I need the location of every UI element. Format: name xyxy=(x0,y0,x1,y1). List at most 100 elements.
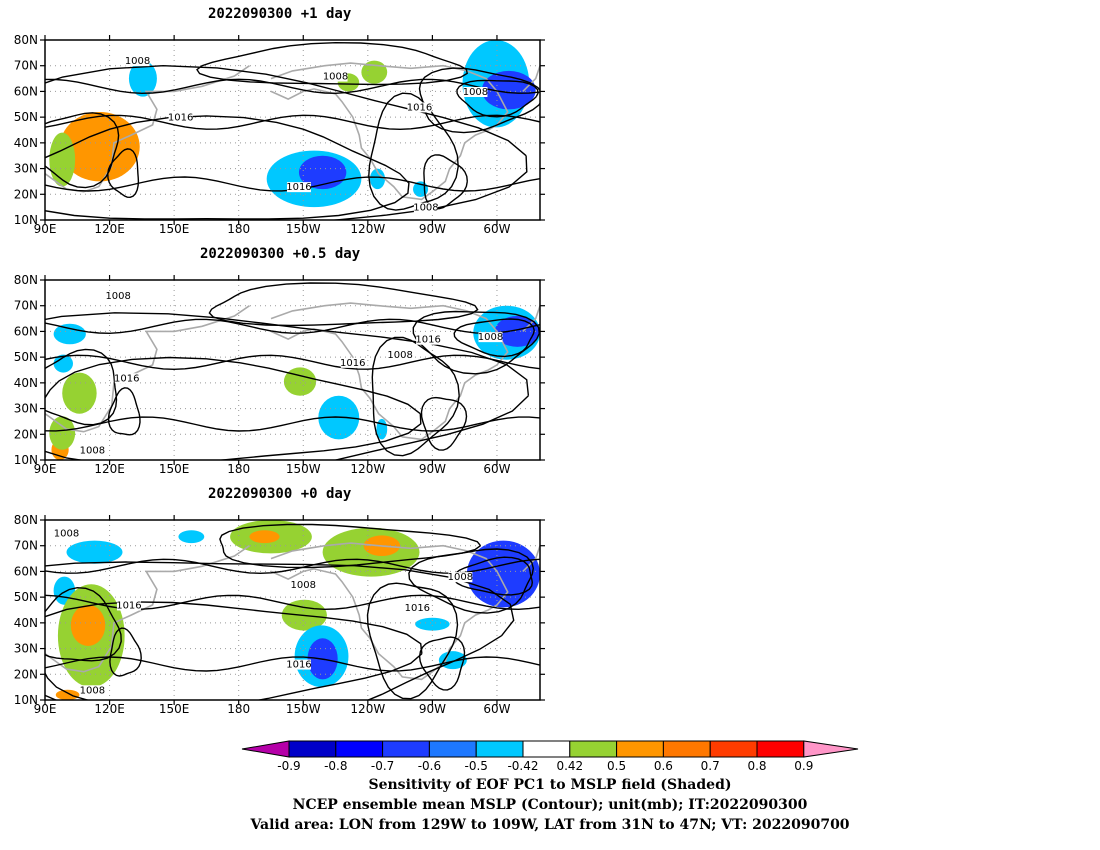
coastline xyxy=(270,62,509,201)
sensitivity-shading xyxy=(53,354,73,373)
coastline xyxy=(522,545,540,572)
lon-tick-label: 150W xyxy=(286,462,321,476)
isobar-contour xyxy=(107,387,141,436)
colorbar-box xyxy=(662,740,711,758)
map-frame xyxy=(44,39,541,221)
sensitivity-shading xyxy=(283,367,317,396)
colorbar-box xyxy=(522,740,571,758)
contour-label: 1016 xyxy=(286,182,311,193)
colorbar: -0.9 -0.8 -0.7 -0.6 -0.5 -0.42 0.42 0.5 0.6 0.7 0.… xyxy=(241,740,859,773)
sensitivity-shading xyxy=(369,168,386,190)
colorbar-box xyxy=(616,740,664,758)
lat-tick-label: 30N xyxy=(14,642,38,656)
contour-label: 1016 xyxy=(114,373,139,384)
lat-tick-label: 50N xyxy=(14,350,38,364)
contour-label: 1008 xyxy=(323,72,348,83)
isobar-contour xyxy=(371,336,460,457)
sensitivity-shading xyxy=(249,530,280,544)
contour-label-bg xyxy=(125,56,150,67)
lon-tick-label: 150W xyxy=(286,222,321,236)
lat-tick-label: 20N xyxy=(14,667,38,681)
lon-tick-label: 180 xyxy=(227,222,250,236)
lat-tick-label: 30N xyxy=(14,162,38,176)
colorbar-tick-label: 0.7 xyxy=(701,759,720,773)
contour-label: 1008 xyxy=(387,350,412,361)
lon-tick-label: 60W xyxy=(483,462,510,476)
lat-tick-label: 10N xyxy=(14,213,38,227)
colorbar-tick-label: 0.42 xyxy=(556,759,583,773)
lat-tick-label: 50N xyxy=(14,110,38,124)
contour-label: 1008 xyxy=(448,572,473,583)
coastline xyxy=(270,542,509,681)
contour-label: 1016 xyxy=(405,603,430,614)
isobar-contour xyxy=(418,636,466,691)
lon-tick-label: 90W xyxy=(419,462,446,476)
lat-tick-label: 40N xyxy=(14,136,38,150)
colorbar-under-arrow xyxy=(241,740,290,758)
contour-label: 1016 xyxy=(286,660,311,671)
colorbar-box xyxy=(428,740,477,758)
lon-tick-label: 120E xyxy=(94,222,125,236)
map-panel-body: 1008 1016 1008 1016 1008 1016 1008 xyxy=(45,520,540,700)
lon-tick-label: 180 xyxy=(227,702,250,716)
contour-label-bg xyxy=(388,350,413,361)
colorbar-tick-label: 0.9 xyxy=(794,759,813,773)
isobar-contour xyxy=(45,416,540,432)
lat-tick-label: 80N xyxy=(14,273,38,287)
map-panel-3: 1008 1016 1008 1016 1008 1016 1008 90E 120E 150E 1… xyxy=(14,513,545,716)
contour-label: 1008 xyxy=(80,445,105,456)
lon-tick-label: 150E xyxy=(159,222,190,236)
sensitivity-shading xyxy=(60,111,140,182)
lat-tick-label: 10N xyxy=(14,453,38,467)
isobar-contour xyxy=(45,354,540,371)
colorbar-box xyxy=(288,740,337,758)
contour-label-bg xyxy=(114,373,139,384)
lat-tick-label: 60N xyxy=(14,564,38,578)
lat-tick-label: 20N xyxy=(14,187,38,201)
contour-label-bg xyxy=(286,182,311,193)
map-frame xyxy=(44,519,541,701)
colorbar-box xyxy=(709,740,758,758)
lon-tick-label: 90W xyxy=(419,702,446,716)
colorbar-tick-label: 0.5 xyxy=(607,759,626,773)
colorbar-box xyxy=(335,740,384,758)
colorbar-tick-label: -0.9 xyxy=(277,759,300,773)
lon-tick-label: 60W xyxy=(483,222,510,236)
lat-tick-label: 40N xyxy=(14,616,38,630)
contour-label-bg xyxy=(54,528,79,539)
isobar-contour xyxy=(196,41,468,86)
contour-label: 1016 xyxy=(340,358,365,369)
isobar-contour xyxy=(45,312,530,460)
colorbar-tick-label: -0.42 xyxy=(507,759,538,773)
contour-label: 1016 xyxy=(415,335,440,346)
colorbar-tick-label: -0.5 xyxy=(464,759,487,773)
isobar-contour xyxy=(420,396,468,451)
coastline xyxy=(45,305,250,433)
lon-tick-label: 120E xyxy=(94,462,125,476)
isobar-contour xyxy=(107,148,140,199)
colorbar-box xyxy=(475,740,524,758)
lat-tick-label: 60N xyxy=(14,84,38,98)
footer-caption-1: Sensitivity of EOF PC1 to MSLP field (Sh… xyxy=(368,777,732,793)
sensitivity-shading xyxy=(494,316,540,347)
map-panel-1: 1008 1008 1008 1016 1016 1016 1008 90E 120E 150E 1… xyxy=(14,33,545,236)
colorbar-tick-label: 0.6 xyxy=(654,759,673,773)
lon-tick-label: 90E xyxy=(34,462,57,476)
lat-tick-label: 40N xyxy=(14,376,38,390)
isobar-contour xyxy=(219,523,482,569)
sensitivity-shading xyxy=(415,617,450,631)
sensitivity-shading xyxy=(298,155,347,190)
isobar-contour xyxy=(45,356,422,460)
isobar-contour xyxy=(456,79,539,118)
lat-tick-label: 70N xyxy=(14,59,38,73)
lat-tick-label: 70N xyxy=(14,299,38,313)
contour-label-bg xyxy=(168,112,193,123)
lon-tick-label: 150W xyxy=(286,702,321,716)
lat-tick-label: 60N xyxy=(14,324,38,338)
isobar-contour xyxy=(45,115,410,220)
sensitivity-shading xyxy=(55,689,80,700)
lon-tick-label: 150E xyxy=(159,702,190,716)
footer-caption-3: Valid area: LON from 129W to 109W, LAT f… xyxy=(250,817,850,833)
contour-label-bg xyxy=(407,102,432,113)
